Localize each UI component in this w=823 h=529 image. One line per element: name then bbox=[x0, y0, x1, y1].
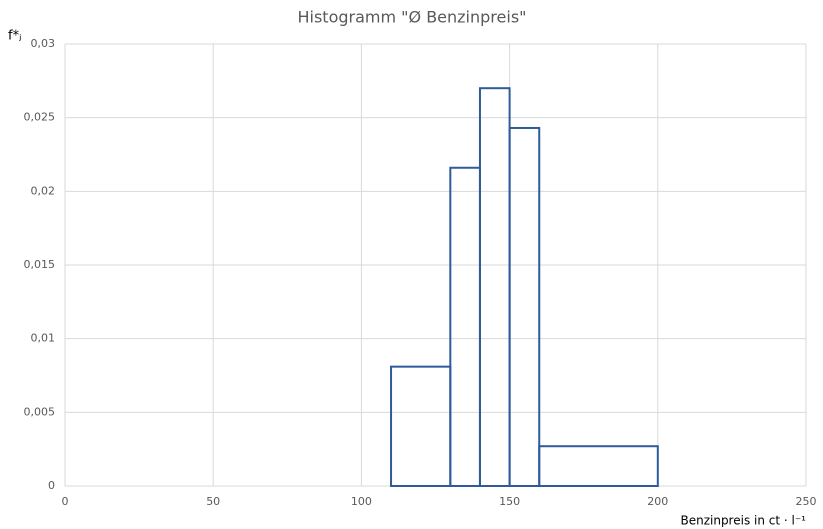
bar bbox=[508, 126, 541, 487]
y-tick-label: 0,005 bbox=[24, 405, 56, 418]
y-tick-label: 0 bbox=[48, 479, 55, 492]
y-axis-label: f*ⱼ bbox=[8, 29, 21, 44]
y-tick-label: 0,02 bbox=[31, 184, 56, 197]
x-axis-label: Benzinpreis in ct · l⁻¹ bbox=[680, 514, 806, 528]
x-tick-label: 0 bbox=[62, 495, 69, 508]
x-tick-label: 150 bbox=[499, 495, 520, 508]
y-tick-label: 0,03 bbox=[31, 37, 56, 50]
x-tick-label: 50 bbox=[206, 495, 220, 508]
y-tick-label: 0,01 bbox=[31, 332, 56, 345]
x-tick-label: 100 bbox=[351, 495, 372, 508]
x-tick-label: 200 bbox=[647, 495, 668, 508]
bar bbox=[538, 445, 659, 487]
chart-title: Histogramm "Ø Benzinpreis" bbox=[297, 8, 526, 27]
y-tick-label: 0,025 bbox=[24, 111, 56, 124]
y-tick-label: 0,015 bbox=[24, 258, 56, 271]
x-tick-label: 250 bbox=[796, 495, 817, 508]
